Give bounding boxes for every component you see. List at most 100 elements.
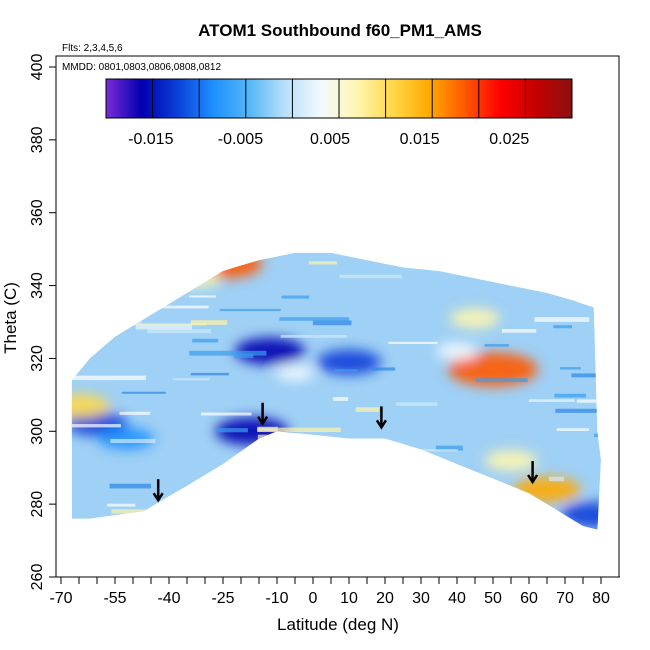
data-streak	[189, 350, 267, 356]
data-streak	[576, 399, 602, 403]
data-hotspot	[275, 365, 315, 381]
y-tick-label: 360	[29, 199, 46, 226]
data-streak	[132, 323, 207, 326]
data-streak	[475, 378, 528, 383]
date-annotation: MMDD: 0801,0803,0806,0808,0812	[62, 62, 221, 73]
data-streak	[614, 342, 640, 346]
data-streak	[257, 434, 284, 440]
data-streak	[348, 512, 391, 516]
data-streak	[190, 372, 229, 376]
x-axis-label: Latitude (deg N)	[277, 615, 399, 634]
data-streak	[556, 428, 590, 431]
data-hotspot	[436, 342, 478, 360]
data-streak	[555, 408, 602, 413]
colorbar-tick-label: 0.005	[310, 131, 350, 148]
x-tick-label: 0	[309, 590, 318, 607]
x-tick-label: 20	[376, 590, 394, 607]
data-streak	[110, 438, 156, 443]
x-tick-label: -40	[157, 590, 180, 607]
data-streak	[601, 269, 650, 273]
data-streak	[121, 391, 166, 394]
data-streak	[528, 399, 575, 403]
data-streak	[484, 343, 509, 347]
data-streak	[417, 449, 458, 452]
colorbar-tick-label: -0.015	[128, 131, 173, 148]
data-streak	[189, 295, 217, 298]
data-streak	[396, 402, 438, 406]
data-hotspot	[448, 352, 538, 387]
data-streak	[130, 305, 209, 309]
chart-title: ATOM1 Southbound f60_PM1_AMS	[198, 21, 482, 40]
data-hotspot	[71, 393, 110, 418]
y-tick-label: 260	[29, 564, 46, 591]
down-arrow-icon	[152, 479, 164, 503]
y-tick-label: 300	[29, 418, 46, 445]
y-axis-label: Theta (C)	[1, 282, 20, 354]
data-hotspot	[484, 449, 538, 471]
data-hotspot	[513, 476, 581, 503]
data-streak	[279, 317, 350, 321]
data-streak	[371, 367, 396, 371]
x-tick-label: -70	[49, 590, 72, 607]
x-tick-label: 70	[556, 590, 574, 607]
data-streak	[172, 378, 210, 381]
data-streak	[216, 428, 248, 433]
data-hotspot	[183, 252, 263, 279]
data-streak	[159, 508, 241, 514]
data-streak	[190, 320, 228, 325]
data-streak	[571, 373, 602, 378]
data-streak	[456, 259, 515, 263]
data-streak	[308, 261, 338, 265]
y-tick-label: 400	[29, 54, 46, 81]
data-streak	[312, 320, 352, 326]
flights-subtitle: Flts: 2,3,4,5,6	[62, 43, 123, 54]
data-streak	[370, 515, 409, 519]
data-streak	[119, 411, 151, 415]
data-streak	[554, 393, 586, 398]
data-streak	[334, 369, 358, 372]
data-hotspot	[97, 427, 154, 450]
x-tick-label: 80	[592, 590, 610, 607]
colorbar-tick-label: 0.015	[400, 131, 440, 148]
colorbar-tick-label: -0.005	[218, 131, 263, 148]
data-streak	[501, 328, 537, 333]
x-tick-label: 60	[520, 590, 538, 607]
data-streak	[257, 427, 341, 433]
data-streak	[219, 308, 281, 312]
x-tick-label: 30	[412, 590, 430, 607]
data-streak	[94, 319, 142, 324]
data-streak	[135, 324, 192, 330]
data-streak	[593, 433, 602, 438]
data-streak	[281, 295, 310, 299]
data-hotspot	[560, 502, 602, 529]
data-streak	[192, 338, 219, 343]
x-tick-label: -55	[103, 590, 126, 607]
y-tick-label: 340	[29, 272, 46, 299]
x-tick-label: -10	[265, 590, 288, 607]
data-streak	[259, 459, 296, 464]
y-tick-label: 280	[29, 491, 46, 518]
data-streak	[280, 334, 348, 338]
y-tick-label: 380	[29, 126, 46, 153]
data-hotspot	[449, 308, 501, 329]
data-streak	[306, 501, 390, 506]
data-streak	[152, 522, 212, 525]
data-streak	[559, 367, 581, 370]
down-arrow-icon	[257, 402, 269, 427]
data-streak	[588, 303, 602, 306]
y-axis: 260 280 300 320 340 360 380 400	[29, 54, 57, 591]
data-streak	[111, 509, 156, 514]
x-tick-label: 50	[484, 590, 502, 607]
data-hotspot	[316, 349, 382, 375]
data-streak	[336, 508, 372, 512]
colorbar-tick-label: 0.025	[489, 131, 529, 148]
data-streak	[388, 341, 438, 345]
x-tick-label: 10	[340, 590, 358, 607]
data-streak	[71, 424, 121, 428]
colorbar-dividers	[152, 79, 526, 118]
data-streak	[343, 500, 421, 505]
data-streak	[147, 329, 212, 334]
colorbar-tick-labels: -0.015 -0.005 0.005 0.015 0.025	[128, 131, 529, 148]
data-streak	[332, 397, 349, 401]
data-streak	[475, 486, 510, 491]
